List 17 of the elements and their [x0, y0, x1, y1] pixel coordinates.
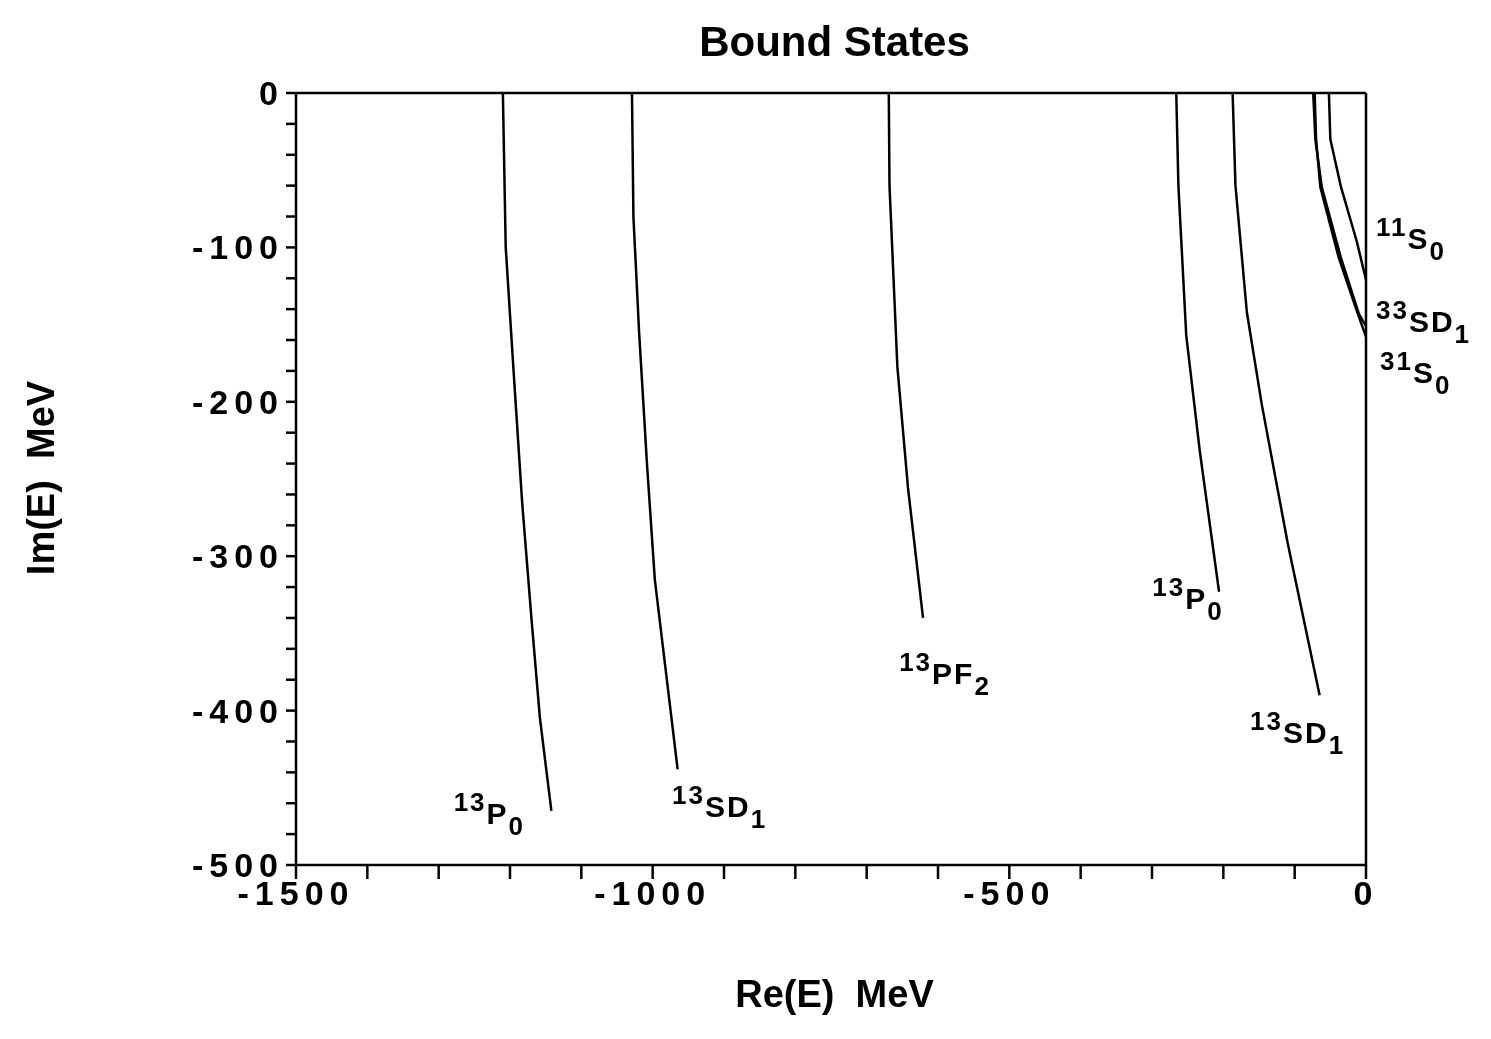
x-tick-label: -1000 [594, 874, 712, 913]
series-label: $^{13}$SD$_{1}$ [672, 780, 768, 835]
y-tick-label: 0 [259, 74, 284, 113]
series-label: $^{13}$SD$_{1}$ [1250, 706, 1346, 761]
series-label: $^{13}$PF$_{2}$ [899, 646, 991, 701]
y-tick-label: -200 [191, 382, 284, 421]
chart-title: Bound States [698, 18, 971, 66]
x-axis-title: Re(E) MeV [734, 973, 935, 1016]
series-label: $^{13}$P$_{0}$ [1152, 571, 1224, 626]
y-tick-label: -400 [191, 691, 284, 730]
y-tick-label: -300 [191, 537, 284, 576]
y-tick-label: -100 [191, 228, 284, 267]
y-axis-title: Im(E) MeV [20, 379, 63, 578]
series-label: $^{13}$P$_{0}$ [453, 786, 526, 841]
x-tick-label: 0 [1353, 874, 1379, 913]
x-tick-label: -500 [963, 874, 1056, 913]
series-label: $^{11}$S$_{0}$ [1376, 211, 1446, 266]
